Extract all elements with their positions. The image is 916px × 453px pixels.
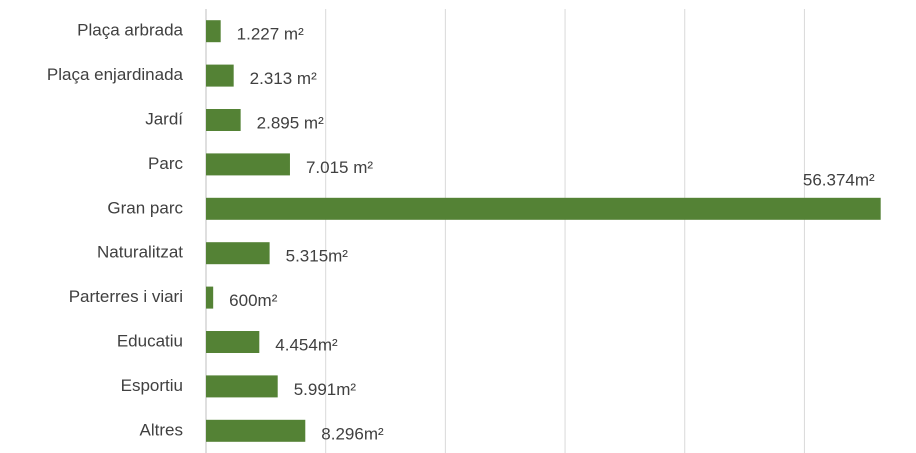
data-label: 8.296m² — [321, 424, 384, 443]
bar — [206, 153, 290, 176]
data-label: 5.991m² — [294, 380, 357, 399]
data-label: 7.015 m² — [306, 158, 373, 177]
bar — [206, 375, 278, 398]
data-label: 56.374m² — [803, 170, 875, 189]
bar — [206, 20, 221, 43]
category-label: Educatiu — [117, 331, 183, 350]
bar — [206, 419, 306, 442]
data-label: 1.227 m² — [237, 25, 304, 44]
data-label: 2.313 m² — [250, 69, 317, 88]
bar — [206, 242, 270, 265]
data-label: 4.454m² — [275, 335, 338, 354]
bar — [206, 109, 241, 131]
category-label: Gran parc — [107, 198, 183, 217]
category-label: Esportiu — [121, 376, 183, 395]
data-label: 600m² — [229, 291, 278, 310]
category-label: Parterres i viari — [69, 287, 183, 306]
category-label: Plaça arbrada — [77, 21, 183, 40]
data-label: 2.895 m² — [257, 113, 324, 132]
category-label: Parc — [148, 154, 183, 173]
data-label: 5.315m² — [286, 247, 349, 266]
category-label: Plaça enjardinada — [47, 65, 184, 84]
category-label: Naturalitzat — [97, 243, 183, 262]
bar — [206, 286, 214, 309]
bar — [206, 331, 260, 353]
bar — [206, 64, 234, 87]
bar — [206, 197, 881, 220]
category-label: Jardí — [145, 109, 183, 128]
category-label: Altres — [140, 420, 183, 439]
